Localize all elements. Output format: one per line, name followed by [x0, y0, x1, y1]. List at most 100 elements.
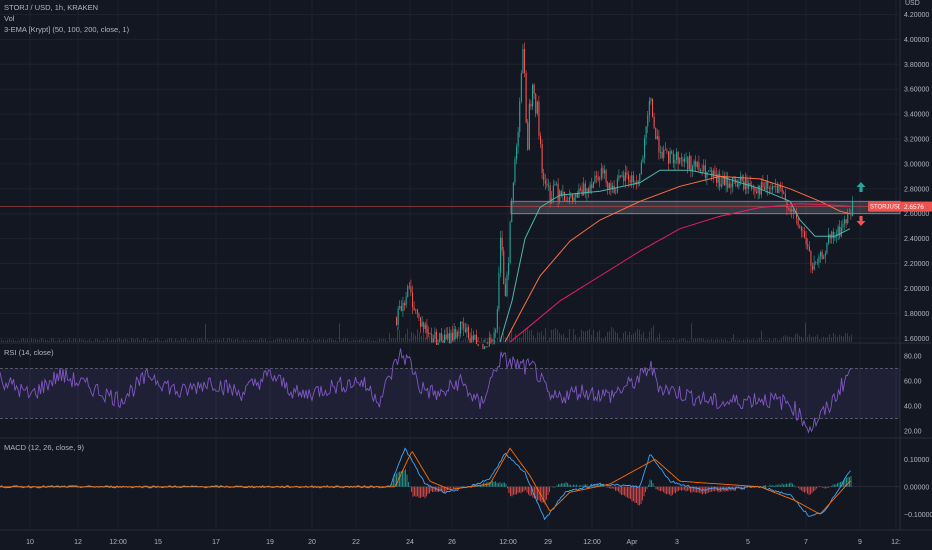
volume-bar — [673, 338, 674, 342]
candle-body — [738, 181, 740, 187]
macd-hist-bar — [825, 486, 826, 489]
candle-body — [791, 209, 793, 212]
volume-bar — [703, 338, 704, 342]
volume-bar — [325, 340, 326, 342]
candle-body — [732, 177, 734, 188]
macd-hist-bar — [670, 486, 672, 496]
volume-bar — [121, 339, 122, 342]
volume-bar — [115, 339, 116, 342]
volume-bar — [299, 340, 300, 342]
volume-bar — [263, 339, 264, 342]
volume-bar — [497, 337, 498, 342]
macd-hist-bar — [537, 486, 538, 501]
macd-hist-bar — [513, 486, 514, 495]
candle-body — [820, 251, 822, 257]
candle-body — [733, 177, 735, 179]
volume-bar — [721, 338, 722, 342]
macd-hist-bar — [805, 486, 807, 492]
candle-body — [637, 180, 639, 184]
macd-hist-bar — [559, 484, 561, 487]
volume-bar — [591, 334, 592, 342]
candle-body — [767, 181, 769, 189]
volume-bar — [19, 340, 20, 342]
symbol-legend[interactable]: STORJ / USD, 1h, KRAKEN — [4, 3, 99, 12]
macd-hist-bar — [507, 486, 508, 489]
macd-hist-bar — [675, 486, 676, 494]
volume-bar — [671, 340, 672, 342]
volume-bar — [481, 338, 482, 342]
candle-body — [474, 334, 476, 340]
candle-body — [618, 175, 620, 179]
volume-bar — [107, 338, 108, 342]
candle-body — [567, 200, 569, 202]
candle-body — [532, 84, 534, 107]
volume-bar — [827, 337, 828, 342]
candle-body — [440, 333, 442, 341]
candle-body — [501, 237, 503, 251]
macd-hist-bar — [463, 486, 465, 487]
volume-bar — [595, 338, 596, 342]
macd-hist-bar — [448, 486, 450, 490]
macd-hist-bar — [516, 486, 517, 495]
macd-hist-bar — [624, 486, 625, 496]
volume-bar — [241, 340, 242, 342]
volume-bar — [819, 339, 820, 342]
macd-hist-bar — [579, 485, 580, 487]
rsi-line — [0, 348, 851, 434]
candle-body — [644, 138, 646, 158]
candle-body — [621, 175, 623, 177]
volume-bar — [559, 332, 560, 342]
candle-body — [684, 158, 686, 162]
candle-body — [514, 159, 516, 183]
ema-legend[interactable]: 3-EMA [Krypt] (50, 100, 200, close, 1) — [4, 25, 130, 34]
volume-bar — [365, 340, 366, 342]
macd-legend[interactable]: MACD (12, 26, close, 9) — [4, 443, 85, 452]
volume-bar — [293, 339, 294, 342]
macd-hist-bar — [556, 485, 558, 487]
rsi-legend[interactable]: RSI (14, close) — [4, 348, 54, 357]
candle-body — [607, 182, 609, 189]
candle-body — [573, 197, 575, 201]
candle-body — [794, 211, 796, 213]
volume-bar — [499, 326, 500, 342]
rsi-band-fill — [0, 368, 900, 419]
macd-hist-bar — [562, 483, 564, 487]
macd-hist-bar — [607, 486, 609, 488]
macd-hist-bar — [616, 486, 618, 491]
volume-bar — [317, 339, 318, 342]
macd-hist-bar — [420, 486, 421, 498]
volume-bar — [835, 335, 836, 342]
time-tick-label: 12 — [74, 539, 82, 546]
volume-bar — [99, 339, 100, 342]
volume-bar — [419, 332, 420, 342]
volume-bar — [215, 339, 216, 342]
candle-body — [424, 324, 426, 329]
volume-bar — [509, 331, 510, 342]
macd-hist-bar — [595, 484, 597, 487]
candle-body — [453, 328, 455, 340]
macd-hist-bar — [424, 486, 426, 499]
volume-bar — [543, 335, 544, 342]
macd-hist-bar — [819, 486, 820, 487]
candle-body — [693, 161, 695, 166]
candle-body — [544, 180, 546, 184]
macd-hist-bar — [682, 486, 684, 491]
macd-hist-bar — [435, 486, 436, 492]
volume-bar — [127, 339, 128, 342]
volume-bar — [375, 340, 376, 342]
macd-hist-bar — [822, 486, 823, 488]
macd-hist-bar — [840, 481, 841, 487]
macd-hist-bar — [574, 485, 576, 487]
macd-hist-bar — [519, 486, 520, 493]
volume-legend[interactable]: Vol — [4, 14, 15, 23]
volume-bar — [373, 340, 374, 342]
volume-bar — [483, 339, 484, 342]
volume-bar — [769, 338, 770, 342]
macd-hist-bar — [795, 486, 796, 488]
macd-hist-bar — [820, 486, 822, 488]
macd-hist-bar — [786, 483, 787, 487]
macd-hist-bar — [601, 485, 603, 487]
volume-bar — [367, 339, 368, 342]
volume-bar — [851, 334, 852, 342]
